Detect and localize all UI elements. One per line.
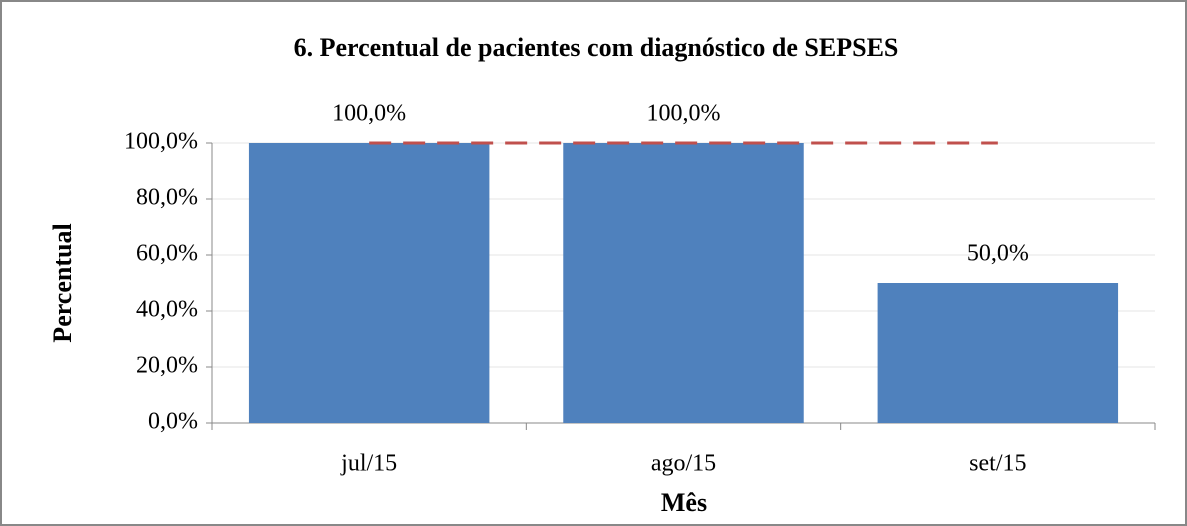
x-tick-label: ago/15: [651, 451, 716, 477]
x-tick-label: jul/15: [340, 451, 397, 477]
y-tick-label: 60,0%: [136, 241, 198, 267]
y-tick-label: 80,0%: [136, 185, 198, 211]
bar: [248, 143, 490, 423]
x-axis-label: Mês: [661, 488, 707, 517]
bar: [877, 283, 1119, 423]
chart-title: 6. Percentual de pacientes com diagnósti…: [294, 33, 899, 62]
y-tick-label: 20,0%: [136, 353, 198, 379]
y-tick-label: 40,0%: [136, 297, 198, 323]
x-tick-label: set/15: [969, 451, 1026, 477]
y-tick-label: 0,0%: [148, 409, 198, 435]
bar: [563, 143, 804, 423]
y-tick-label: 100,0%: [124, 129, 198, 155]
data-label: 100,0%: [332, 101, 406, 127]
data-label: 100,0%: [647, 101, 721, 127]
y-axis-label: Percentual: [48, 223, 77, 342]
data-label: 50,0%: [967, 241, 1029, 267]
